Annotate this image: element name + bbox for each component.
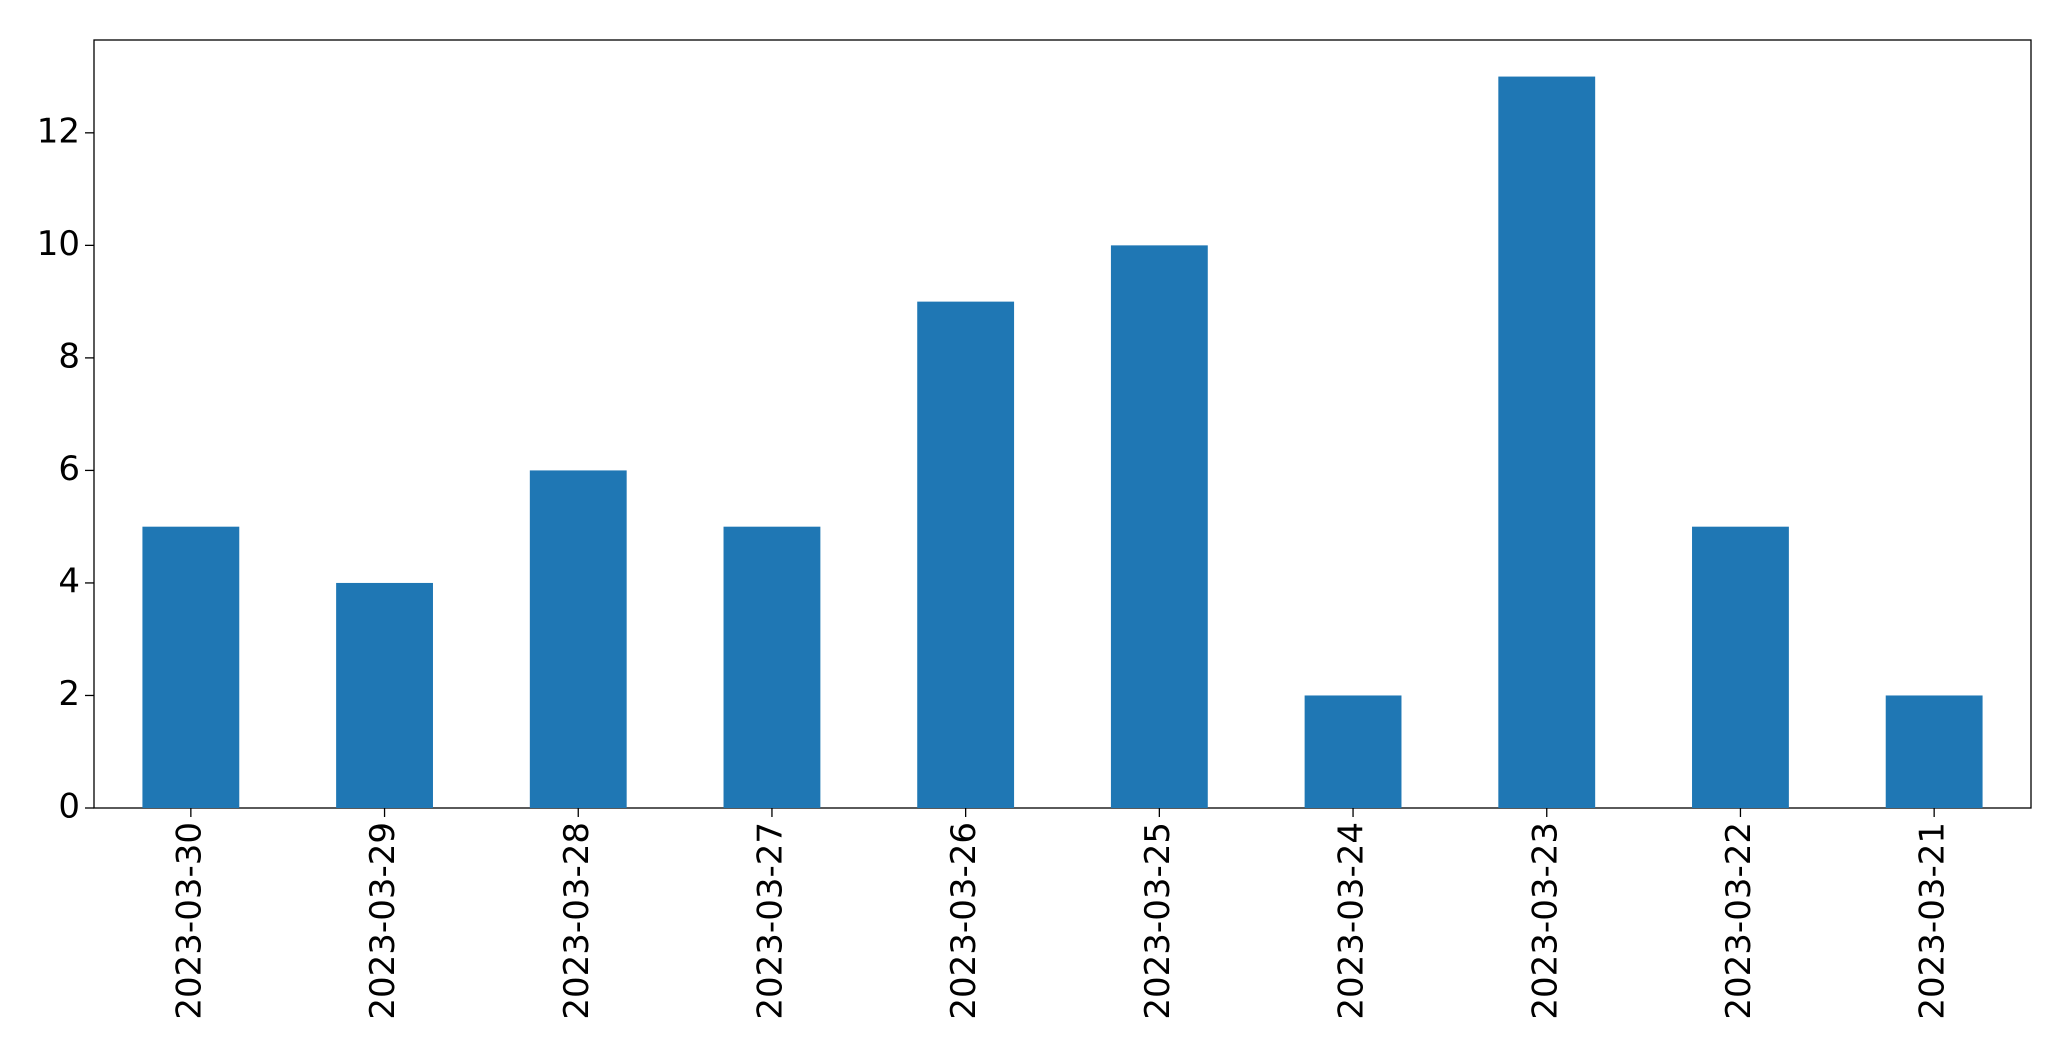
y-tick-label: 6 [58, 449, 80, 489]
bar [142, 526, 240, 808]
bar [917, 301, 1015, 808]
y-tick-label: 12 [37, 111, 80, 151]
bar [1498, 76, 1596, 809]
y-tick-label: 0 [58, 787, 80, 827]
x-tick-label: 2023-03-22 [1719, 822, 1759, 1020]
bar [1885, 695, 1983, 808]
x-tick-label: 2023-03-27 [750, 822, 790, 1020]
y-tick-label: 4 [58, 561, 80, 601]
x-tick-label: 2023-03-24 [1332, 822, 1372, 1020]
x-tick-label: 2023-03-23 [1525, 822, 1565, 1020]
bar [723, 526, 821, 808]
bar [336, 582, 433, 808]
y-tick-label: 8 [58, 336, 80, 376]
y-tick-label: 2 [58, 674, 80, 714]
x-tick-label: 2023-03-26 [944, 822, 984, 1020]
bar [529, 470, 627, 808]
x-tick-label: 2023-03-29 [363, 822, 403, 1020]
y-tick-label: 10 [37, 224, 80, 264]
x-tick-label: 2023-03-21 [1913, 822, 1953, 1020]
axes-frame [93, 39, 2032, 809]
x-tick-label: 2023-03-30 [169, 822, 209, 1020]
x-tick-label: 2023-03-28 [557, 822, 597, 1020]
bar [1692, 526, 1789, 808]
x-tick-label: 2023-03-25 [1138, 822, 1178, 1020]
bar [1304, 695, 1402, 808]
bar [1110, 245, 1208, 808]
